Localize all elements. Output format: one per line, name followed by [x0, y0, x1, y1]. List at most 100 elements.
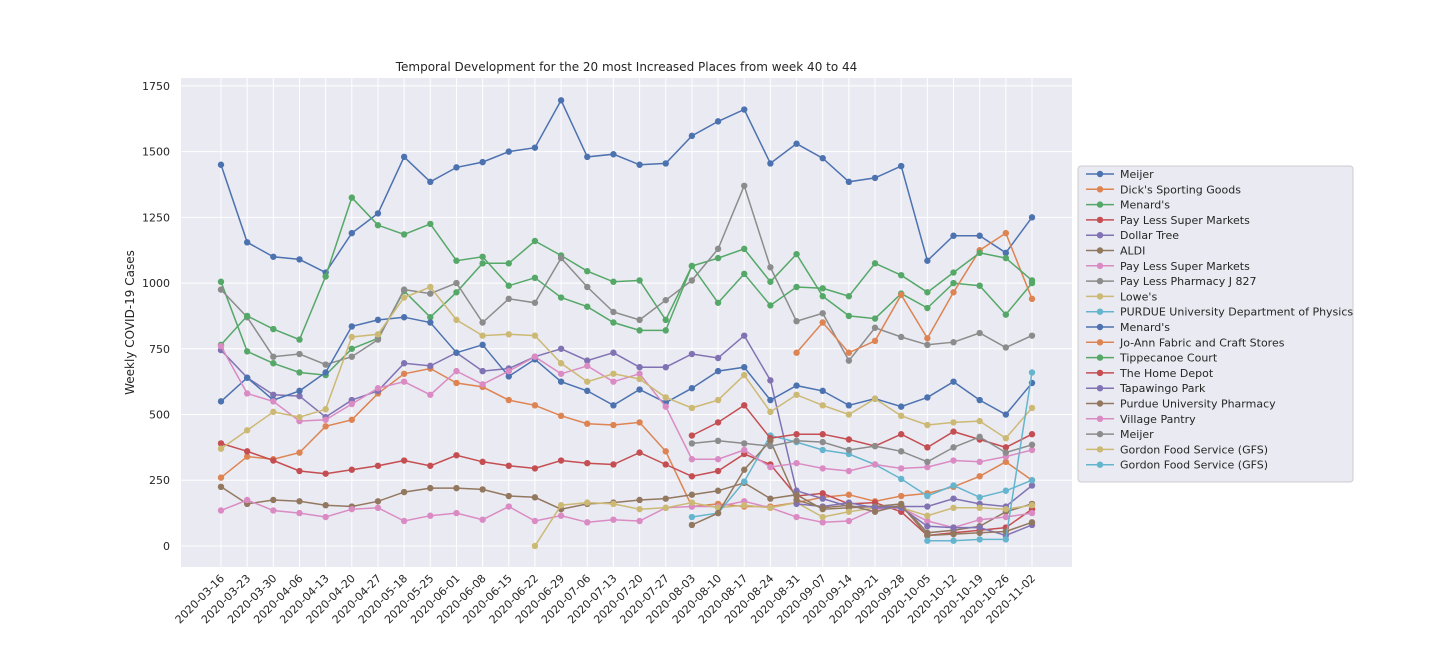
data-point: [871, 324, 879, 331]
data-point: [767, 396, 774, 404]
data-point: [270, 398, 277, 405]
data-point: [897, 333, 905, 341]
data-point: [688, 277, 696, 284]
data-point: [584, 303, 591, 310]
data-point: [1028, 369, 1036, 376]
data-point: [243, 239, 251, 246]
data-point: [1002, 434, 1010, 442]
legend-marker: [1096, 400, 1104, 407]
data-point: [819, 495, 826, 502]
data-point: [793, 391, 800, 398]
data-point: [322, 513, 329, 521]
data-point: [714, 456, 722, 463]
legend-marker: [1096, 247, 1104, 254]
data-point: [453, 452, 460, 459]
data-point: [845, 502, 853, 509]
data-point: [557, 345, 565, 352]
data-point: [374, 385, 382, 392]
legend-marker: [1096, 446, 1104, 453]
data-point: [976, 524, 983, 531]
data-point: [348, 194, 356, 201]
data-point: [976, 396, 983, 404]
data-point: [610, 500, 617, 508]
legend-item: ALDI: [1086, 245, 1145, 258]
data-point: [479, 516, 486, 523]
data-point: [1028, 214, 1036, 221]
data-point: [296, 256, 303, 263]
data-point: [505, 367, 512, 375]
data-point: [453, 379, 460, 387]
data-point: [897, 412, 905, 420]
data-point: [531, 274, 539, 282]
data-point: [610, 370, 617, 377]
data-point: [610, 461, 617, 468]
data-point: [1002, 444, 1010, 451]
data-point: [636, 505, 643, 513]
data-point: [453, 289, 460, 296]
data-point: [296, 350, 303, 358]
data-point: [924, 517, 931, 525]
data-point: [1028, 519, 1036, 526]
series-18: [217, 283, 1036, 452]
data-point: [793, 496, 800, 504]
data-point: [243, 312, 251, 320]
data-point: [505, 295, 512, 303]
legend-label: Menard's: [1120, 321, 1170, 334]
data-point: [767, 442, 774, 450]
data-point: [897, 291, 905, 299]
data-point: [1002, 505, 1010, 513]
data-point: [819, 465, 826, 472]
legend-marker: [1096, 385, 1104, 392]
data-point: [741, 502, 748, 509]
data-point: [610, 402, 617, 409]
data-point: [636, 327, 643, 334]
data-point: [819, 519, 826, 526]
y-axis-label: Weekly COVID-19 Cases: [123, 250, 137, 395]
data-point: [453, 367, 460, 375]
legend-item: The Home Depot: [1086, 367, 1214, 380]
data-point: [584, 268, 591, 275]
data-point: [243, 448, 251, 455]
data-point: [950, 444, 957, 451]
data-point: [505, 260, 512, 267]
data-point: [505, 503, 512, 510]
data-point: [688, 521, 696, 529]
legend-label: ALDI: [1120, 245, 1145, 258]
data-point: [584, 362, 591, 370]
data-point: [374, 462, 382, 469]
data-point: [662, 296, 669, 304]
data-point: [924, 463, 931, 471]
data-point: [427, 178, 434, 186]
data-point: [636, 370, 643, 377]
data-point: [845, 312, 853, 320]
data-point: [453, 279, 460, 287]
data-point: [741, 440, 748, 447]
legend-marker: [1096, 461, 1104, 468]
data-point: [924, 523, 931, 530]
data-point: [557, 370, 565, 377]
data-point: [348, 333, 356, 341]
series-line: [691, 436, 1033, 463]
data-point: [793, 250, 800, 258]
data-point: [1028, 502, 1036, 509]
data-point: [950, 428, 957, 435]
data-point: [636, 517, 643, 525]
y-tick-label: 1750: [142, 80, 170, 93]
data-point: [793, 283, 800, 291]
y-tick-label: 250: [149, 474, 170, 487]
data-point: [741, 332, 748, 339]
data-point: [924, 503, 931, 510]
data-point: [688, 473, 696, 480]
data-point: [610, 349, 617, 356]
data-point: [610, 278, 617, 285]
data-point: [976, 417, 983, 425]
legend-label: Pay Less Super Markets: [1120, 260, 1250, 273]
data-point: [662, 504, 669, 512]
data-point: [322, 470, 329, 477]
data-point: [976, 529, 983, 537]
data-point: [584, 499, 591, 506]
data-point: [636, 161, 643, 168]
data-point: [479, 332, 486, 339]
data-point: [950, 419, 957, 426]
